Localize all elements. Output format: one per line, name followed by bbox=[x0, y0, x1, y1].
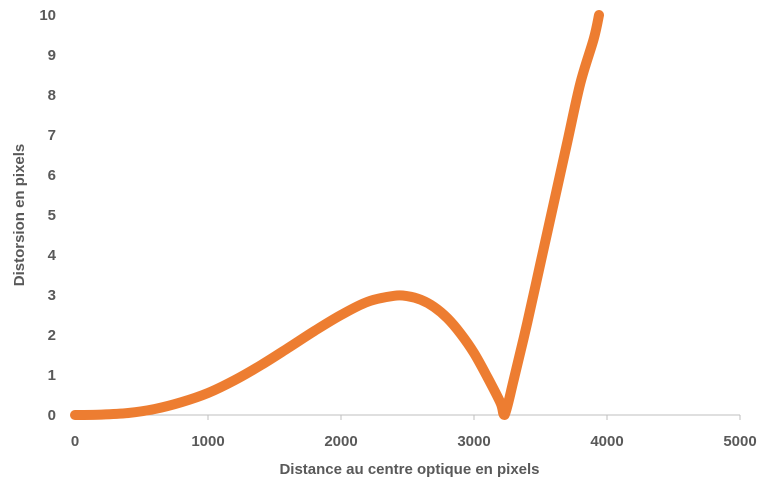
y-tick-label: 7 bbox=[48, 127, 56, 144]
y-tick-label: 3 bbox=[48, 287, 56, 304]
y-tick-label: 8 bbox=[48, 87, 56, 104]
x-tick-label: 4000 bbox=[590, 433, 623, 450]
y-axis-ticks: 0 1 2 3 4 5 6 7 8 9 10 bbox=[39, 7, 56, 424]
x-tick-label: 1000 bbox=[191, 433, 224, 450]
x-axis-title: Distance au centre optique en pixels bbox=[279, 461, 539, 478]
y-tick-label: 9 bbox=[48, 47, 56, 64]
y-axis-title: Distorsion en pixels bbox=[11, 144, 28, 287]
x-axis-ticks: 0 1000 2000 3000 4000 5000 bbox=[71, 415, 757, 450]
plot-area bbox=[70, 10, 605, 420]
x-tick-label: 3000 bbox=[457, 433, 490, 450]
x-tick-label: 2000 bbox=[324, 433, 357, 450]
y-tick-label: 0 bbox=[48, 407, 56, 424]
y-tick-label: 10 bbox=[39, 7, 56, 24]
y-tick-label: 5 bbox=[48, 207, 56, 224]
x-tick-label: 0 bbox=[71, 433, 79, 450]
x-tick-label: 5000 bbox=[723, 433, 756, 450]
y-tick-label: 6 bbox=[48, 167, 56, 184]
distortion-series-line bbox=[70, 10, 605, 420]
y-tick-label: 1 bbox=[48, 367, 56, 384]
y-tick-label: 2 bbox=[48, 327, 56, 344]
y-tick-label: 4 bbox=[48, 247, 57, 264]
